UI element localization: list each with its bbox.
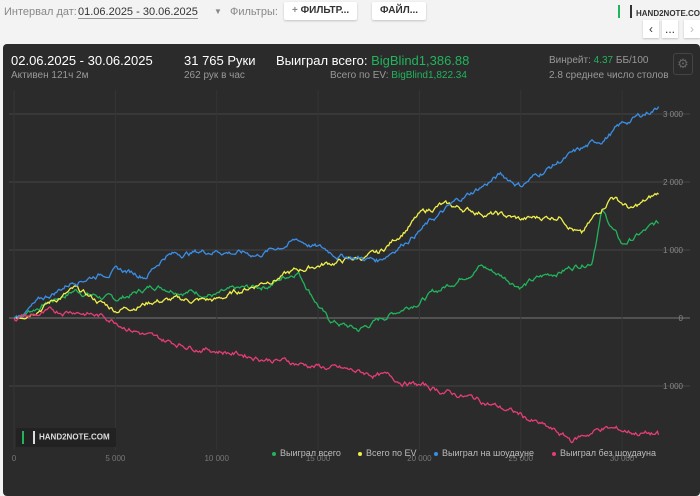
- legend-dot-icon: [272, 451, 276, 456]
- filter-button[interactable]: + ФИЛЬТР...: [284, 2, 358, 20]
- x-tick-label: 5 000: [105, 454, 126, 463]
- legend-label: Выиграл без шоудауна: [560, 448, 656, 458]
- file-button[interactable]: ФАЙЛ...: [372, 2, 427, 20]
- series-line-2: [13, 106, 660, 319]
- legend-item[interactable]: Выиграл на шоудауне: [434, 448, 534, 458]
- chevron-down-icon[interactable]: ▼: [214, 7, 222, 16]
- winrate-unit: ББ/100: [615, 55, 649, 66]
- legend-dot-icon: [358, 451, 362, 456]
- prev-button[interactable]: ‹: [643, 20, 659, 38]
- x-tick-label: 30 000: [610, 454, 635, 463]
- filters-label: Фильтры:: [230, 6, 278, 18]
- watermark: HAND2NOTE.COM: [16, 428, 116, 447]
- won-total: Выиграл всего: BigBlind1,386.88: [276, 53, 469, 68]
- hands-count: 31 765 Руки: [184, 53, 256, 68]
- logo-icon: [618, 5, 632, 18]
- legend-item[interactable]: Выиграл всего: [272, 448, 341, 458]
- legend-label: Выиграл на шоудауне: [442, 448, 534, 458]
- y-tick-label: 1 000: [663, 246, 684, 255]
- y-tick-label: 0: [679, 314, 684, 323]
- settings-gear-icon[interactable]: ⚙: [673, 53, 693, 75]
- filter-button-label: ФИЛЬТР...: [300, 5, 350, 16]
- winrate-label: Винрейт:: [549, 55, 591, 66]
- series-line-3: [13, 306, 660, 444]
- x-tick-label: 20 000: [407, 454, 432, 463]
- winrate: Винрейт: 4.37 ББ/100: [549, 55, 648, 66]
- more-button[interactable]: ...: [662, 20, 678, 38]
- legend-item[interactable]: Всего по EV: [358, 448, 416, 458]
- watermark-logo-icon: [22, 431, 35, 444]
- hands-per-hour: 262 рук в час: [184, 70, 245, 81]
- series-line-0: [13, 209, 660, 333]
- legend-dot-icon: [552, 451, 556, 456]
- next-button[interactable]: ›: [684, 20, 700, 38]
- y-tick-label: 3 000: [663, 110, 684, 119]
- active-time: Активен 121ч 2м: [11, 70, 89, 81]
- ev-label: Всего по EV:: [330, 70, 389, 81]
- plus-icon: +: [292, 5, 301, 16]
- series-line-1: [13, 192, 659, 320]
- date-interval-select[interactable]: 01.06.2025 - 30.06.2025: [78, 6, 198, 19]
- x-tick-label: 10 000: [204, 454, 229, 463]
- avg-tables: 2.8 среднее число столов: [549, 70, 669, 81]
- ev-value: BigBlind1,822.34: [391, 70, 467, 81]
- won-label: Выиграл всего:: [276, 53, 368, 68]
- date-range: 02.06.2025 - 30.06.2025: [11, 53, 153, 68]
- toolbar: Интервал дат: 01.06.2025 - 30.06.2025 ▼ …: [0, 0, 700, 42]
- watermark-text: HAND2NOTE.COM: [39, 432, 110, 442]
- x-tick-label: 15 000: [306, 454, 331, 463]
- winrate-value: 4.37: [593, 55, 614, 66]
- legend-item[interactable]: Выиграл без шоудауна: [552, 448, 656, 458]
- legend-dot-icon: [434, 451, 438, 456]
- y-tick-label: 2 000: [663, 178, 684, 187]
- logo-text: HAND2NOTE.COM: [636, 9, 700, 18]
- won-value: BigBlind1,386.88: [371, 53, 470, 68]
- x-tick-label: 0: [12, 454, 17, 463]
- legend-label: Всего по EV: [366, 448, 417, 458]
- legend-label: Выиграл всего: [280, 448, 341, 458]
- x-tick-label: 25 000: [509, 454, 534, 463]
- y-tick-label: 1 000: [663, 382, 684, 391]
- ev-total: Всего по EV: BigBlind1,822.34: [330, 70, 467, 81]
- interval-label: Интервал дат:: [4, 6, 77, 18]
